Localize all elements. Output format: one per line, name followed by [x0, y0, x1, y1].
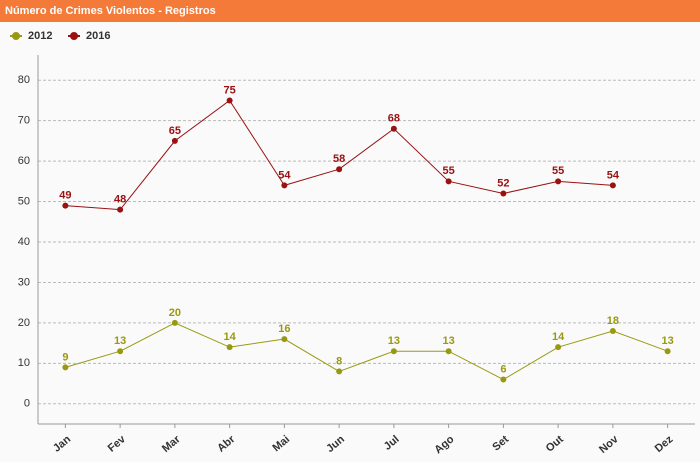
point: [445, 178, 452, 185]
point: [555, 178, 562, 185]
point: [171, 137, 178, 144]
data-label: 13: [388, 335, 400, 347]
point: [609, 182, 616, 189]
point: [390, 125, 397, 132]
data-label: 65: [169, 125, 181, 137]
data-label: 54: [278, 169, 291, 181]
legend-marker: [70, 32, 78, 40]
data-label: 14: [552, 331, 565, 343]
data-label: 48: [114, 194, 126, 206]
data-label: 54: [607, 169, 620, 181]
data-label: 14: [224, 331, 237, 343]
data-label: 58: [333, 153, 345, 165]
point: [609, 327, 616, 334]
data-label: 8: [336, 355, 342, 367]
data-label: 55: [552, 165, 564, 177]
data-label: 20: [169, 307, 181, 319]
data-label: 6: [500, 363, 506, 375]
y-tick-label: 70: [18, 115, 30, 127]
point: [445, 348, 452, 355]
point: [390, 348, 397, 355]
series-line: [65, 322, 668, 381]
header-bar: [0, 0, 700, 22]
point: [117, 348, 124, 355]
y-tick-label: 30: [18, 276, 30, 288]
data-label: 13: [662, 335, 674, 347]
legend-label: 2016: [86, 30, 110, 42]
y-tick-label: 80: [18, 74, 30, 86]
point: [281, 336, 288, 343]
data-label: 9: [62, 351, 68, 363]
point: [62, 202, 69, 209]
point: [226, 97, 233, 104]
data-label: 18: [607, 315, 619, 327]
point: [117, 206, 124, 213]
point: [281, 182, 288, 189]
y-tick-label: 20: [18, 317, 30, 329]
y-tick-label: 10: [18, 357, 30, 369]
legend-marker: [12, 32, 20, 40]
data-label: 13: [443, 335, 455, 347]
data-label: 13: [114, 335, 126, 347]
point: [664, 348, 671, 355]
data-label: 49: [59, 190, 71, 202]
data-label: 16: [278, 323, 290, 335]
point: [500, 376, 507, 383]
point: [226, 344, 233, 351]
y-tick-label: 40: [18, 236, 30, 248]
y-tick-label: 50: [18, 195, 30, 207]
y-tick-label: 0: [24, 398, 30, 410]
point: [500, 190, 507, 197]
point: [171, 319, 178, 326]
point: [555, 344, 562, 351]
chart-title: Número de Crimes Violentos - Registros: [5, 5, 216, 17]
point: [336, 368, 343, 375]
data-label: 55: [443, 165, 455, 177]
data-label: 75: [224, 84, 236, 96]
data-label: 52: [497, 177, 509, 189]
point: [336, 166, 343, 173]
y-tick-label: 60: [18, 155, 30, 167]
point: [62, 364, 69, 371]
legend-label: 2012: [28, 30, 52, 42]
data-label: 68: [388, 113, 400, 125]
